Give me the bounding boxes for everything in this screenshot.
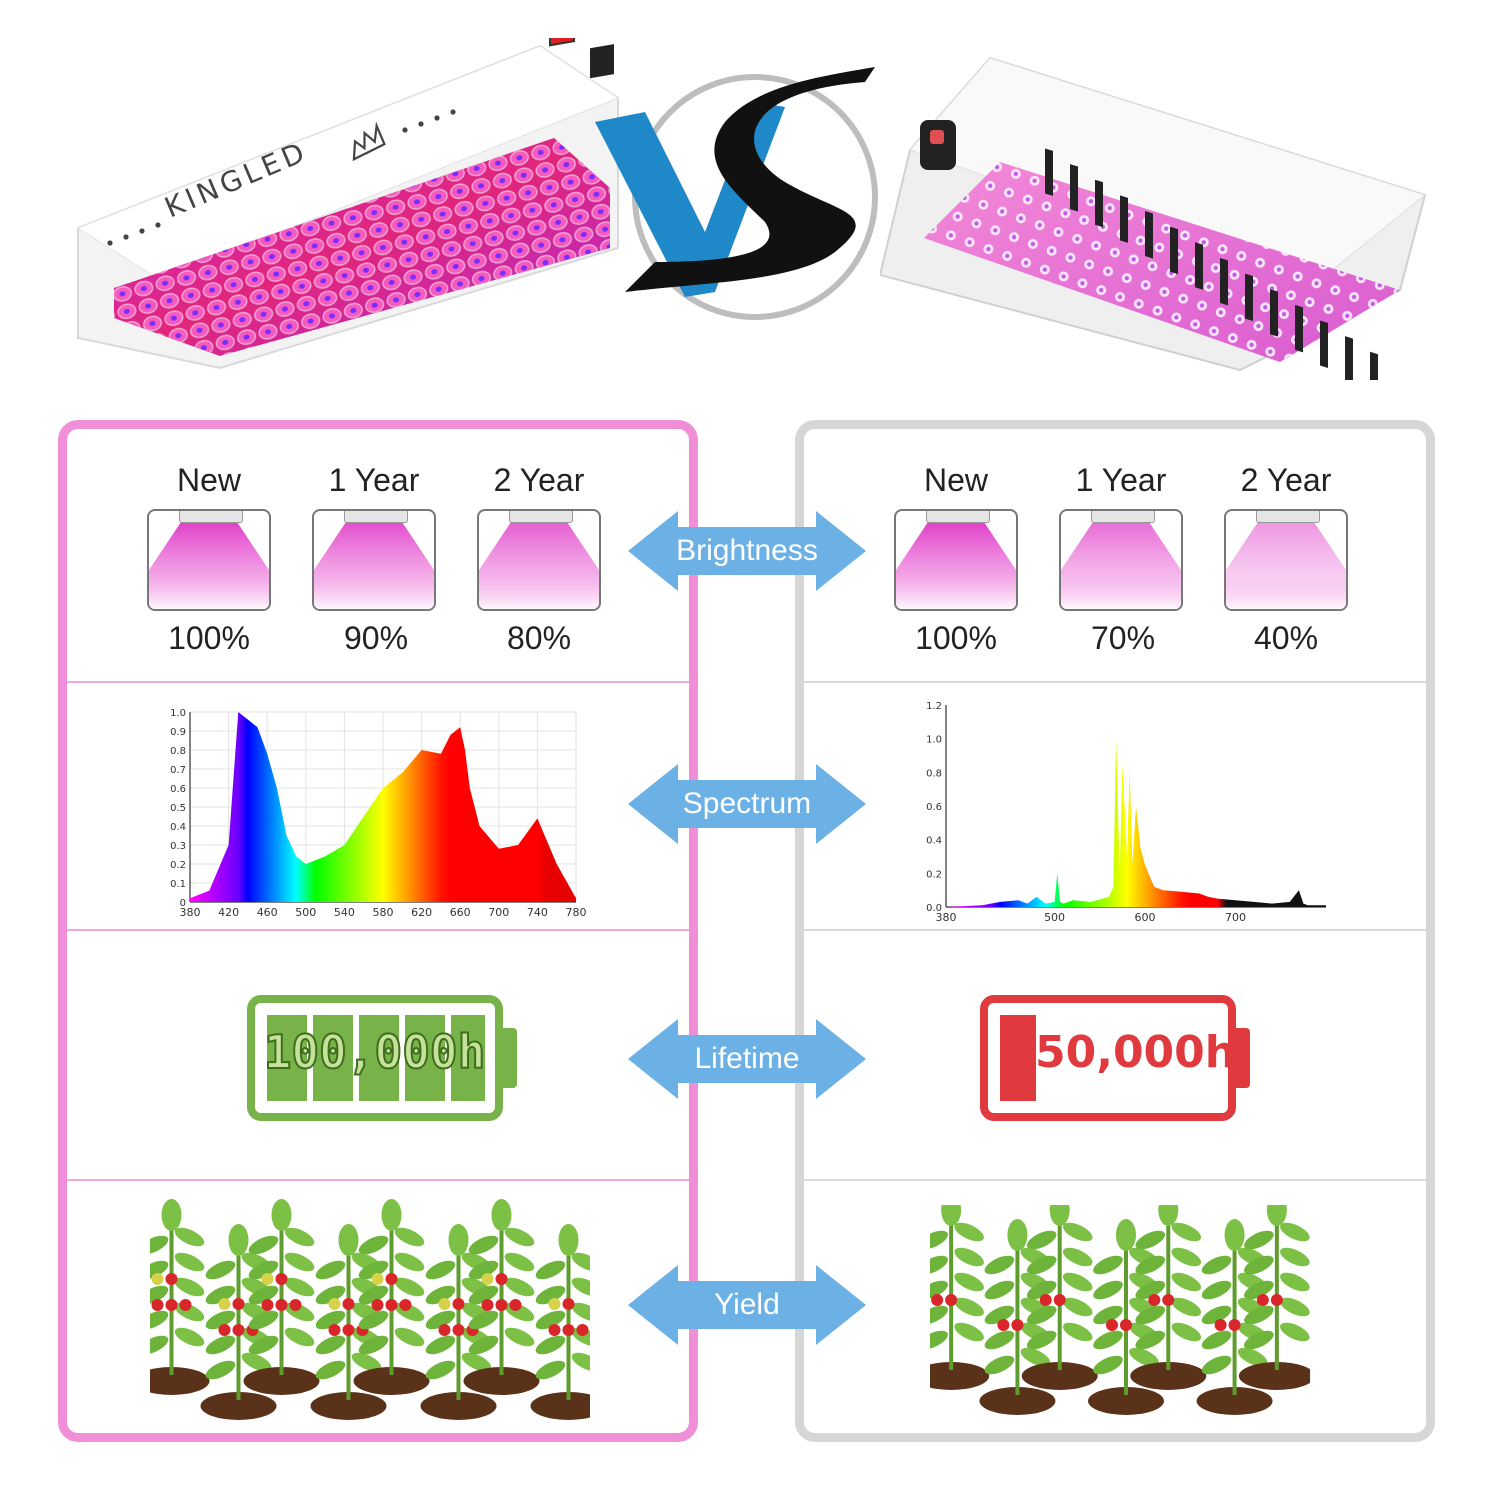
stage-label: 2 Year [493,462,585,498]
y-tick-label: 1.2 [926,701,942,712]
row-divider [804,1179,1426,1181]
crown-icon [352,121,386,162]
x-tick-label: 500 [1044,911,1065,924]
spectrum-area [190,712,576,902]
x-tick-label: 540 [334,906,355,919]
y-tick-label: 1.0 [926,735,942,746]
lifetime-battery-green: 100,000h [247,995,522,1121]
y-tick-label: 0.7 [170,765,186,776]
y-tick-label: 0.6 [926,802,942,813]
tomato-plant [530,1224,590,1420]
tomato-plant [1088,1219,1164,1415]
y-tick-label: 0.1 [170,879,186,890]
brightness-percent: 90% [343,620,409,656]
lifetime-arrow: Lifetime [628,1019,866,1099]
x-tick-label: 780 [566,906,587,919]
spectrum-arrow: Spectrum [628,764,866,844]
yield-arrow: Yield [628,1265,866,1345]
x-tick-label: 740 [527,906,548,919]
lifetime-value: 100,000h [263,1024,487,1080]
brightness-lamp-icon [1059,509,1183,611]
arrow-label: Yield [714,1288,780,1321]
kingled-spectrum-chart: 380 420 460 500 540 580 620 660 700 740 780 0 0.1 0.2… [170,708,587,919]
y-tick-label: 0.4 [170,822,186,833]
tomato-plant [930,1205,990,1390]
stage-label: New [923,462,988,498]
spectrum-area [946,738,1326,907]
row-divider [67,1179,689,1181]
competitor-spectrum-chart: 380 500 600 700 0.0 0.2 0.4 0.6 0.8 1.0 1.2 [926,701,1326,924]
x-tick-label: 580 [373,906,394,919]
kingled-lamp-image: KINGLED [76,38,620,370]
vs-badge: V [595,67,878,320]
lamp-fixture-icon [344,511,408,523]
lifetime-value: 50,000h [1035,1027,1237,1078]
tomato-plant [200,1224,277,1420]
y-tick-label: 0.2 [170,860,186,871]
x-tick-label: 460 [257,906,278,919]
y-tick-label: 0.2 [926,869,942,880]
tomato-plant [1021,1205,1098,1390]
competitor-plants-image [930,1205,1310,1415]
stage-label: 2 Year [1240,462,1332,498]
brightness-percent: 100% [168,620,250,656]
y-tick-label: 0.4 [926,836,942,847]
x-tick-label: 500 [295,906,316,919]
y-tick-label: 0.3 [170,841,186,852]
tomato-plant [1130,1205,1207,1390]
y-tick-label: 0 [180,898,186,909]
stage-label: 1 Year [328,462,420,498]
x-tick-label: 700 [1225,911,1246,924]
brightness-lamp-icon [312,509,436,611]
brightness-arrow: Brightness [628,511,866,591]
x-tick-label: 600 [1135,911,1156,924]
row-divider [804,929,1426,931]
stage-label: New [176,462,241,498]
lamp-fixture-icon [1091,511,1155,523]
brightness-lamp-icon [1224,509,1348,611]
brightness-percent: 100% [915,620,997,656]
row-divider [67,929,689,931]
lifetime-battery-red: 50,000h [980,995,1255,1121]
tomato-plant [463,1199,540,1395]
y-tick-label: 0.8 [170,746,186,757]
tomato-plant [1238,1205,1310,1390]
y-tick-label: 0.5 [170,803,186,814]
arrow-label: Brightness [676,534,818,567]
lamp-fixture-icon [509,511,573,523]
lamp-fixture-icon [179,511,243,523]
x-tick-label: 380 [180,906,201,919]
tomato-plant [243,1199,320,1395]
y-tick-label: 0.0 [926,903,942,914]
x-tick-label: 380 [936,911,957,924]
row-divider [804,681,1426,683]
x-tick-label: 700 [488,906,509,919]
brightness-percent: 80% [506,620,572,656]
tomato-plant [979,1219,1056,1415]
brightness-lamp-icon [894,509,1018,611]
y-tick-label: 1.0 [170,708,186,719]
arrow-label: Lifetime [694,1042,800,1075]
kingled-plants-image [150,1199,590,1420]
brightness-lamp-icon [147,509,271,611]
y-tick-label: 0.8 [926,768,942,779]
brightness-percent: 40% [1253,620,1319,656]
competitor-lamp-image [880,56,1427,380]
x-tick-label: 420 [218,906,239,919]
x-tick-label: 660 [450,906,471,919]
tomato-plant [150,1199,210,1395]
row-divider [67,681,689,683]
y-tick-label: 0.6 [170,784,186,795]
arrow-label: Spectrum [682,787,812,820]
brightness-lamp-icon [477,509,601,611]
x-tick-label: 620 [411,906,432,919]
stage-label: 1 Year [1075,462,1167,498]
brightness-percent: 70% [1090,620,1156,656]
lamp-fixture-icon [926,511,990,523]
tomato-plant [353,1199,430,1395]
lamp-fixture-icon [1256,511,1320,523]
y-tick-label: 0.9 [170,727,186,738]
